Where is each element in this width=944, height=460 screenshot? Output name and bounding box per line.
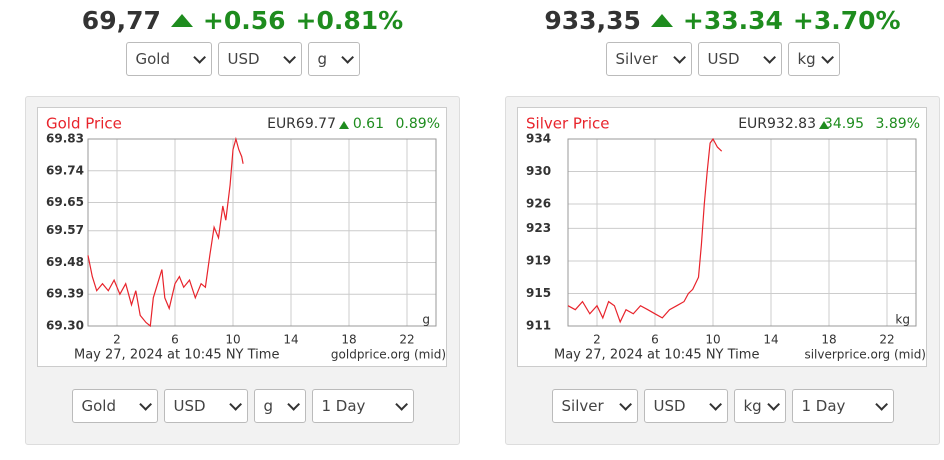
y-tick-label: 915 [526, 286, 551, 300]
top-selects: Gold USD g [25, 42, 460, 76]
select[interactable]: USD [163, 389, 248, 423]
y-tick-label: 926 [526, 197, 551, 211]
y-tick-label: 911 [526, 319, 551, 333]
x-tick-label: 22 [399, 333, 414, 347]
y-tick-label: 934 [526, 132, 551, 146]
select[interactable]: Silver [551, 389, 638, 423]
unit-label: g [422, 313, 430, 327]
change: +33.34 [682, 5, 783, 35]
x-tick-label: 10 [225, 333, 240, 347]
price-header: 933,35 +33.34 +3.70% [505, 0, 940, 40]
quote-change-pct: 3.89% [876, 116, 920, 132]
price-header: 69,77 +0.56 +0.81% [25, 0, 460, 40]
select[interactable]: USD [217, 42, 302, 76]
y-tick-label: 69.39 [46, 287, 84, 301]
change: +0.56 [202, 5, 286, 35]
select[interactable]: USD [697, 42, 782, 76]
x-tick-label: 6 [171, 333, 179, 347]
y-tick-label: 69.83 [46, 132, 84, 146]
select[interactable]: 1 Day [791, 389, 894, 423]
x-tick-label: 18 [341, 333, 356, 347]
bottom-selects: Silver USD kg 1 Day [505, 389, 940, 423]
select[interactable]: USD [643, 389, 728, 423]
x-tick-label: 14 [763, 333, 778, 347]
up-arrow [339, 121, 349, 129]
x-tick-label: 2 [593, 333, 601, 347]
select[interactable]: 1 Day [311, 389, 414, 423]
x-tick-label: 22 [879, 333, 894, 347]
chart-title: Gold Price [46, 115, 122, 133]
select[interactable]: kg [787, 42, 840, 76]
price-line [567, 137, 723, 324]
plot-border [567, 138, 917, 327]
unit-label: kg [895, 313, 910, 327]
select[interactable]: Gold [125, 42, 212, 76]
price-line [87, 136, 244, 328]
select[interactable]: kg [733, 389, 786, 423]
source: silverprice.org (mid) [804, 348, 926, 362]
chart-box [37, 107, 447, 367]
x-tick-label: 10 [705, 333, 720, 347]
y-tick-label: 69.30 [46, 319, 84, 333]
price: 933,35 [544, 5, 641, 35]
plot-border [87, 138, 437, 327]
y-tick-label: 69.57 [46, 223, 84, 237]
source: goldprice.org (mid) [331, 348, 446, 362]
chart-box [517, 107, 927, 367]
y-tick-label: 919 [526, 253, 551, 267]
y-tick-label: 930 [526, 164, 551, 178]
change-pct: +3.70% [792, 5, 901, 35]
select[interactable]: Gold [71, 389, 158, 423]
footer-date: May 27, 2024 at 10:45 NY Time [74, 348, 279, 363]
x-tick-label: 2 [113, 333, 121, 347]
change-pct: +0.81% [295, 5, 404, 35]
select[interactable]: Silver [605, 42, 692, 76]
top-selects: Silver USD kg [505, 42, 940, 76]
y-tick-label: 69.48 [46, 255, 84, 269]
price: 69,77 [81, 5, 161, 35]
bottom-selects: Gold USD g 1 Day [25, 389, 460, 423]
x-tick-label: 14 [283, 333, 298, 347]
quote-change: 34.95 [824, 116, 864, 132]
quote-change: 0.61 [353, 116, 384, 132]
y-tick-label: 69.65 [46, 195, 84, 209]
quote-change-pct: 0.89% [396, 116, 440, 132]
footer-date: May 27, 2024 at 10:45 NY Time [554, 348, 759, 363]
y-tick-label: 69.74 [46, 163, 84, 177]
select[interactable]: g [253, 389, 306, 423]
quote: EUR69.77 [267, 116, 336, 132]
up-arrow [819, 121, 829, 129]
select[interactable]: g [307, 42, 360, 76]
chart-title: Silver Price [526, 115, 610, 133]
up-arrow [650, 13, 673, 27]
x-tick-label: 6 [651, 333, 659, 347]
x-tick-label: 18 [821, 333, 836, 347]
quote: EUR932.83 [738, 116, 816, 132]
y-tick-label: 923 [526, 221, 551, 235]
up-arrow [170, 13, 193, 27]
